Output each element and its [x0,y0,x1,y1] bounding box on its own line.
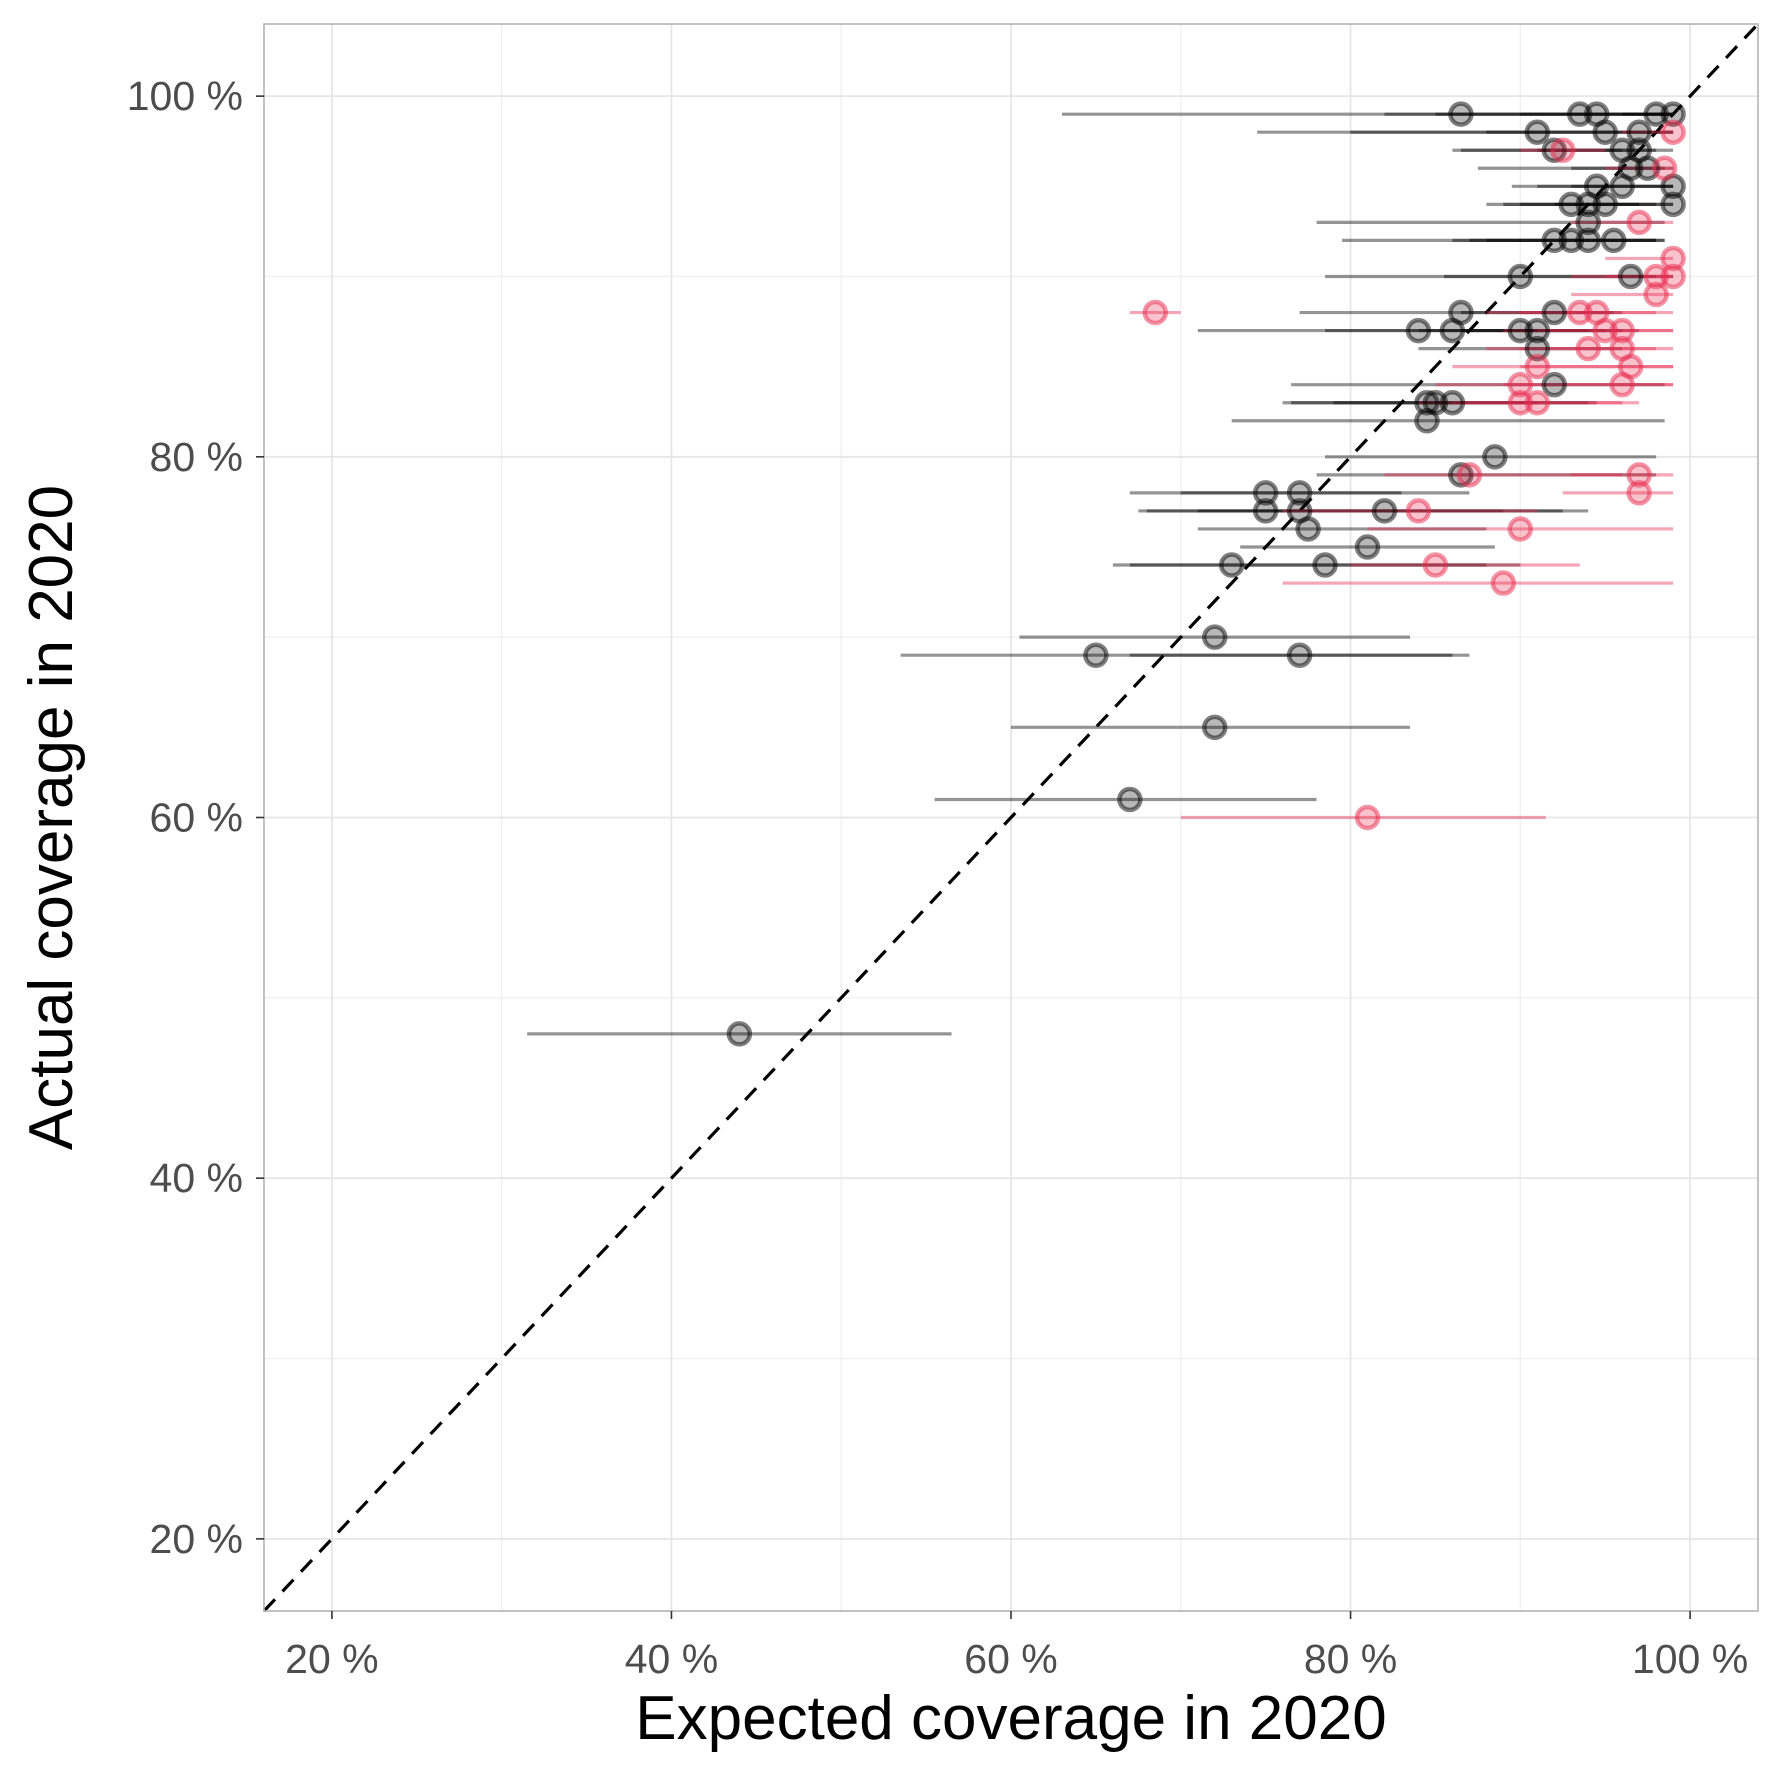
red-data-point [1660,119,1686,145]
black-data-point [1583,101,1610,127]
red-data-point [1507,516,1534,542]
black-data-point [1626,137,1652,163]
black-data-point [1575,227,1601,254]
red-data-point [1643,281,1669,308]
grid-lines [264,24,1758,1611]
black-data-point [1312,552,1338,578]
black-data-point [1524,317,1551,344]
red-data-point [1354,804,1381,831]
red-data-point [1405,498,1432,524]
black-data-point [1541,299,1568,326]
x-tick-label: 40 % [625,1636,718,1682]
black-data-point [1448,101,1474,127]
black-data-point [1201,714,1228,741]
red-data-point [1626,209,1652,236]
black-data-point [1083,642,1109,668]
black-data-point [1354,534,1381,560]
black-data-point [1558,191,1584,218]
red-data-point [1524,353,1551,380]
red-data-point [1566,299,1593,326]
y-tick-label: 60 % [150,795,243,841]
x-axis-ticks: 20 % 40 % 60 % 80 % 100 % [285,1611,1748,1682]
red-data-point [1583,299,1610,326]
red-data-point [1524,389,1551,416]
y-axis-ticks: 20 % 40 % 60 % 80 % 100 % [127,73,264,1562]
red-data-point [1142,299,1169,326]
reference-line-group [262,22,1760,1613]
red-data-point [1626,480,1652,506]
y-tick-label: 20 % [150,1516,243,1562]
black-data-point [1482,444,1508,470]
red-data-point [1456,462,1483,488]
x-tick-label: 60 % [964,1636,1057,1682]
black-data-point [1507,263,1534,290]
x-axis-title: Expected coverage in 2020 [635,1684,1386,1753]
black-data-point [1617,263,1644,290]
red-data-point [1507,371,1534,398]
black-data-point [1660,101,1686,127]
black-data-point [1371,498,1398,524]
black-data-point [1660,191,1686,218]
red-data-point [1550,137,1576,163]
black-data-point [1286,480,1313,506]
black-data-point [1252,480,1279,506]
identity-reference-line [262,22,1760,1613]
y-tick-label: 80 % [150,434,243,480]
red-data-point [1422,552,1449,578]
black-data-point [1295,516,1321,542]
black-data-point [1558,227,1584,254]
black-data-point [1405,317,1432,344]
black-data-point [1600,227,1627,254]
black-data-point [1643,101,1669,127]
red-data-point [1507,389,1534,416]
black-data-point [1541,371,1568,398]
x-tick-label: 80 % [1304,1636,1397,1682]
black-data-point [1117,786,1143,813]
x-tick-label: 100 % [1632,1636,1748,1682]
black-data-point [1448,299,1474,326]
black-data-point [1524,119,1551,145]
red-data-point [1490,570,1517,596]
x-tick-label: 20 % [285,1636,378,1682]
black-data-point [1583,173,1610,200]
red-data-point [1643,263,1669,290]
black-data-point [1609,137,1635,163]
red-data-point [1609,317,1635,344]
y-axis-title: Actual coverage in 2020 [17,485,86,1150]
red-data-point [1660,245,1686,272]
y-tick-label: 100 % [127,73,243,119]
red-data-point [1609,335,1635,362]
black-data-point [1507,317,1534,344]
black-data-point [1626,119,1652,145]
black-data-point [1286,642,1313,668]
red-data-point [1660,263,1686,290]
black-data-point [1524,335,1551,362]
black-data-point [1575,209,1601,236]
black-data-point [1218,552,1245,578]
black-data-point [1422,389,1449,416]
y-tick-label: 40 % [150,1155,243,1201]
data-points [726,101,1686,1047]
red-data-point [1651,155,1678,182]
red-data-point [1575,335,1601,362]
black-data-point [1252,498,1279,524]
black-data-point [1201,624,1228,650]
black-data-point [726,1021,753,1047]
black-data-point [1541,227,1568,254]
red-data-point [1626,462,1652,488]
black-data-point [1439,389,1466,416]
black-data-point [1566,101,1593,127]
